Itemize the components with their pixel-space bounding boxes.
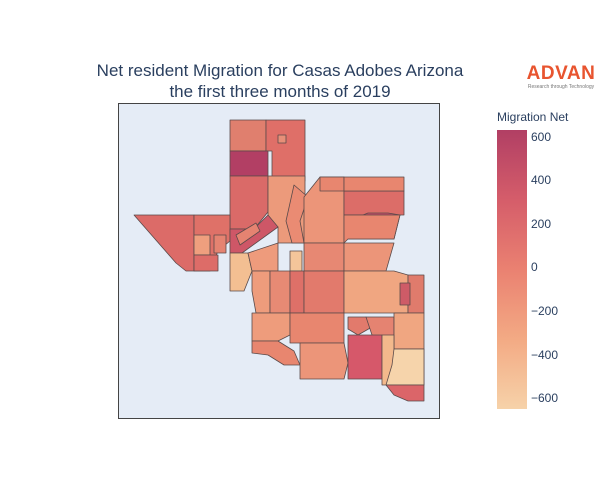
- region-wedge-tip[interactable]: [235, 222, 261, 246]
- region-south-center[interactable]: [299, 342, 349, 380]
- region-bottom-tail[interactable]: [385, 384, 425, 402]
- chart-title: Net resident Migration for Casas Adobes …: [40, 60, 520, 102]
- colorbar-tick: −400: [531, 347, 559, 362]
- region-south-west-col[interactable]: [251, 270, 271, 314]
- region-north-east[interactable]: [265, 119, 306, 182]
- region-east-top[interactable]: [319, 176, 345, 192]
- region-lower-west[interactable]: [251, 312, 291, 342]
- region-central-small[interactable]: [289, 250, 303, 272]
- region-west-bottom[interactable]: [193, 254, 219, 272]
- advan-logo-tagline: Research through Technology: [527, 84, 595, 90]
- region-south-col-2[interactable]: [269, 270, 291, 314]
- region-upper-east[interactable]: [343, 190, 405, 216]
- region-west-small-1[interactable]: [193, 234, 211, 256]
- region-south-col-3[interactable]: [289, 270, 305, 314]
- region-small-sw[interactable]: [229, 252, 253, 292]
- region-south-dark[interactable]: [347, 334, 383, 380]
- colorbar-tick: −600: [531, 391, 559, 406]
- region-east-center[interactable]: [343, 214, 401, 244]
- colorbar-title: Migration Net: [497, 110, 569, 124]
- census-regions: [133, 119, 425, 402]
- region-lower-mid-notch[interactable]: [347, 316, 373, 336]
- chart-title-line2: the first three months of 2019: [169, 82, 391, 101]
- chart-title-line1: Net resident Migration for Casas Adobes …: [96, 61, 464, 80]
- region-east-lower[interactable]: [343, 242, 395, 272]
- region-north-notch[interactable]: [277, 134, 287, 144]
- choropleth-map[interactable]: [118, 103, 440, 419]
- advan-logo-word: ADVAN: [526, 63, 596, 84]
- region-lower-east[interactable]: [393, 312, 425, 350]
- advan-logo: ADVAN Research through Technology: [526, 63, 596, 91]
- region-mid-col[interactable]: [303, 242, 345, 272]
- colorbar-tick: 400: [531, 173, 552, 188]
- region-south-col-5[interactable]: [343, 270, 409, 314]
- colorbar: [497, 130, 527, 409]
- region-south-west[interactable]: [251, 340, 301, 366]
- region-far-west[interactable]: [133, 214, 195, 272]
- region-far-east-notch[interactable]: [399, 282, 411, 306]
- region-south-col-4[interactable]: [303, 270, 345, 314]
- region-lower-mid[interactable]: [289, 312, 345, 344]
- colorbar-tick: 200: [531, 216, 552, 231]
- region-east-bulge[interactable]: [343, 176, 405, 192]
- colorbar-tick: 600: [531, 129, 552, 144]
- region-high-north[interactable]: [229, 150, 269, 177]
- region-west-small-2[interactable]: [213, 234, 227, 254]
- region-north-west[interactable]: [229, 119, 267, 152]
- colorbar-tick: −200: [531, 303, 559, 318]
- colorbar-tick: 0: [531, 260, 538, 275]
